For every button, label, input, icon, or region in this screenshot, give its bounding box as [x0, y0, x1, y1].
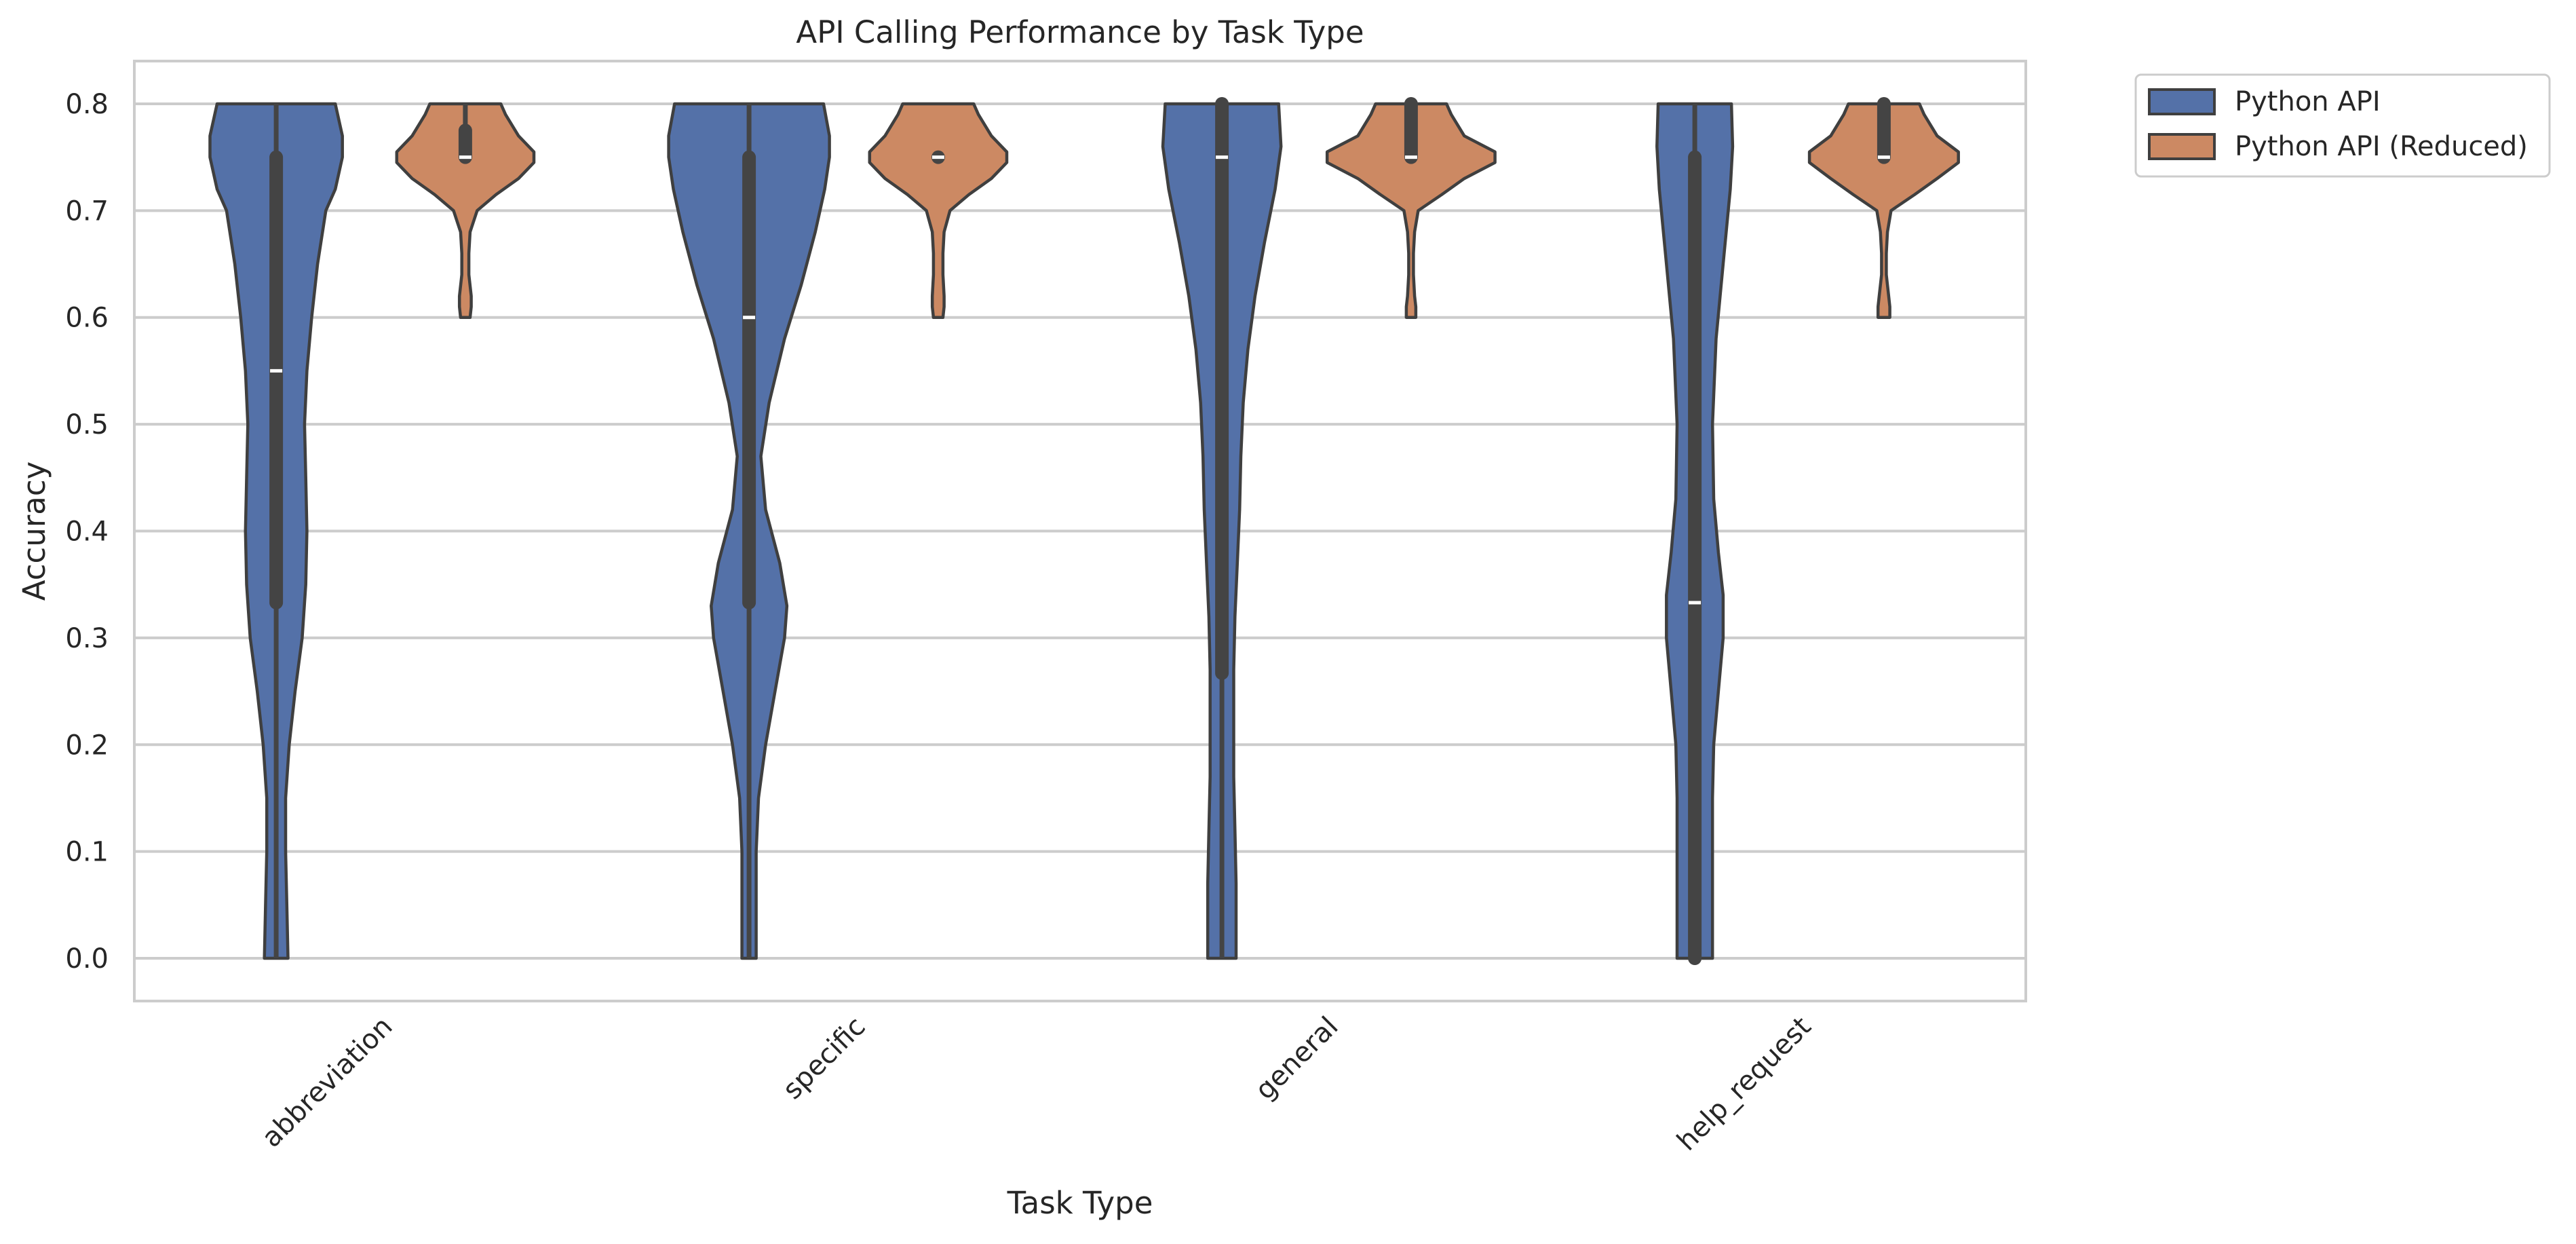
y-tick-label: 0.4 — [65, 516, 109, 548]
y-tick-label: 0.2 — [65, 730, 109, 761]
violin-body — [1325, 102, 1497, 319]
legend: Python API Python API (Reduced) — [2134, 73, 2551, 178]
violin-body — [1807, 102, 1960, 319]
violin-body — [395, 102, 536, 319]
chart-title: API Calling Performance by Task Type — [796, 14, 1364, 50]
plot-area — [208, 96, 1960, 966]
legend-label: Python API (Reduced) — [2235, 131, 2528, 162]
y-tick-label: 0.1 — [65, 837, 109, 868]
plot-frame — [133, 60, 2027, 1002]
legend-label: Python API — [2235, 86, 2381, 117]
y-tick-label: 0.5 — [65, 409, 109, 440]
y-tick-label: 0.6 — [65, 303, 109, 334]
legend-swatch — [2148, 88, 2216, 115]
y-tick-label: 0.0 — [65, 943, 109, 975]
violin-body — [868, 102, 1009, 319]
legend-swatch — [2148, 133, 2216, 160]
y-tick-label: 0.8 — [65, 89, 109, 120]
y-tick-label: 0.3 — [65, 623, 109, 654]
x-axis-label: Task Type — [1007, 1185, 1153, 1221]
legend-frame — [2134, 73, 2551, 178]
y-tick-label: 0.7 — [65, 195, 109, 227]
y-axis-label: Accuracy — [16, 461, 52, 601]
